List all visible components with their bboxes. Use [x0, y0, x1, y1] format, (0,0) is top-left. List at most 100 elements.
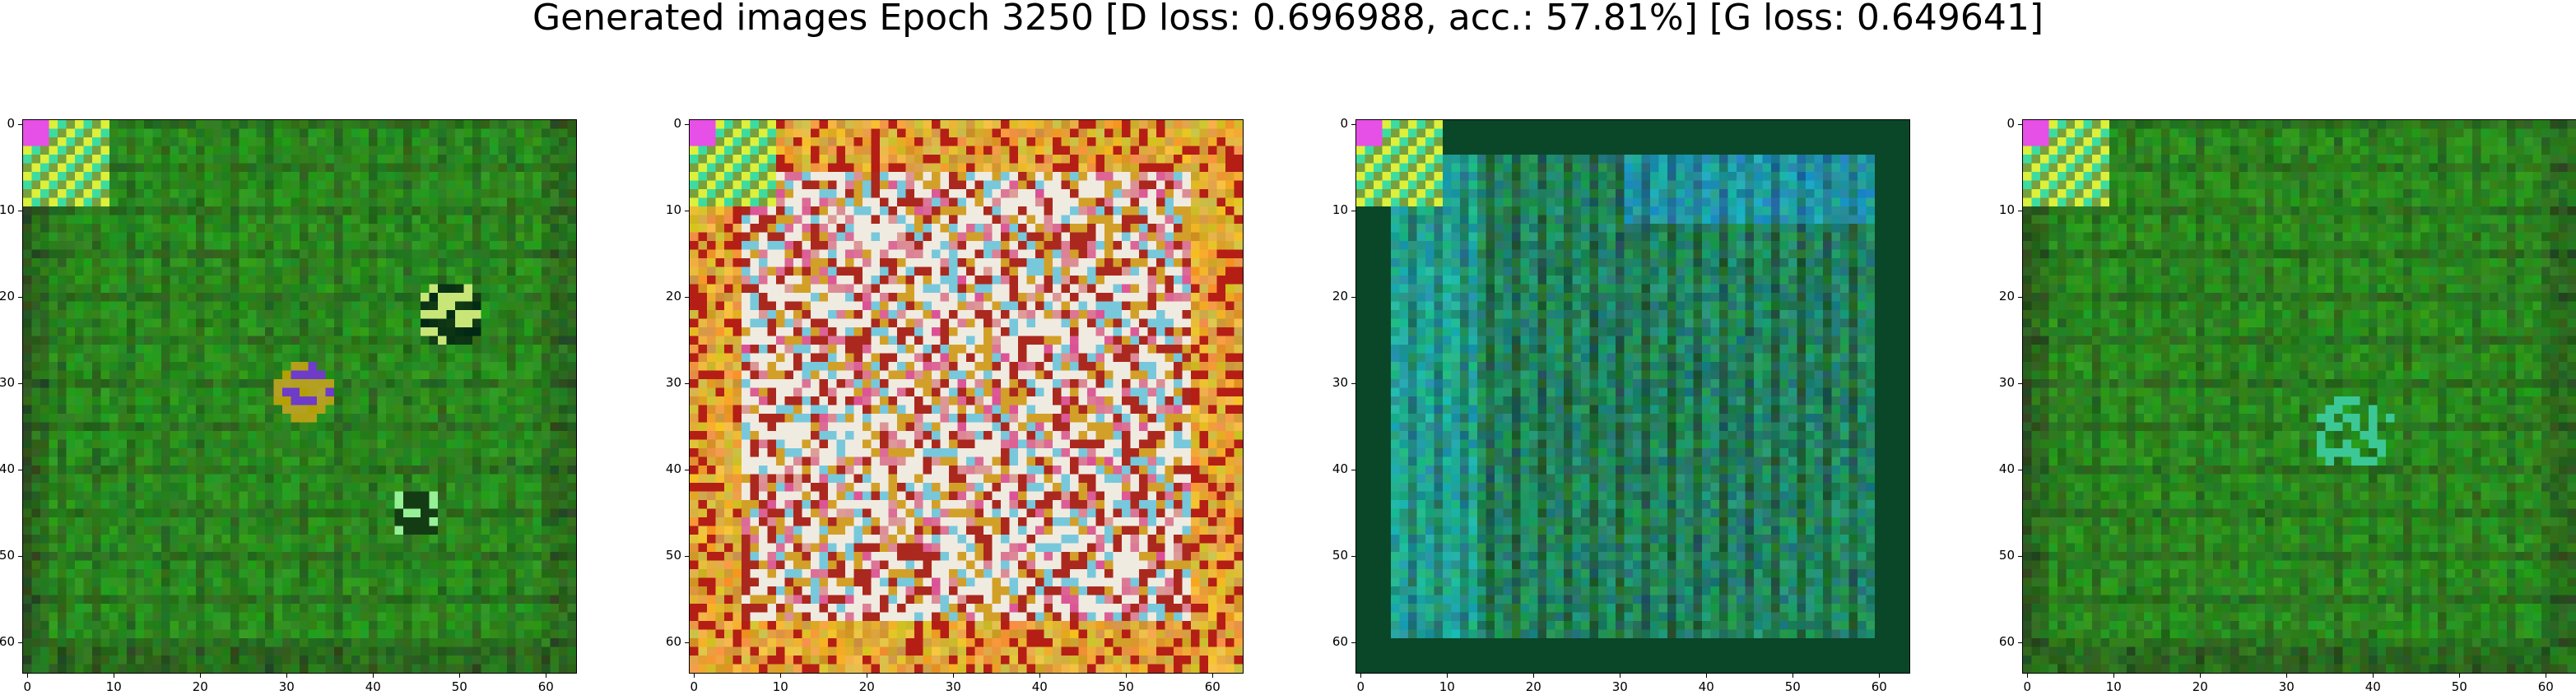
y-tick-label: 60: [665, 634, 681, 650]
y-tick-label: 20: [665, 289, 681, 304]
x-tick-label: 50: [1784, 679, 1801, 694]
y-tick-mark: [685, 555, 690, 557]
x-tick-mark: [286, 673, 287, 678]
x-tick-mark: [1878, 673, 1880, 678]
y-tick-label: 30: [0, 375, 15, 391]
x-tick-label: 10: [2105, 679, 2122, 694]
generated-image-pixels: [23, 120, 576, 673]
x-tick-label: 0: [23, 679, 32, 694]
x-tick-mark: [1125, 673, 1127, 678]
y-tick-label: 20: [1998, 289, 2015, 304]
x-tick-mark: [2113, 673, 2114, 678]
x-tick-label: 10: [105, 679, 122, 694]
x-tick-mark: [779, 673, 781, 678]
y-tick-label: 0: [673, 116, 681, 132]
y-tick-mark: [1351, 123, 1356, 125]
y-tick-mark: [2018, 296, 2023, 298]
x-tick-label: 30: [1611, 679, 1628, 694]
x-tick-label: 40: [365, 679, 381, 694]
x-tick-mark: [1211, 673, 1213, 678]
x-tick-mark: [1360, 673, 1361, 678]
y-tick-mark: [2018, 123, 2023, 125]
y-tick-mark: [18, 382, 23, 384]
x-tick-label: 40: [1031, 679, 1048, 694]
y-tick-label: 30: [1332, 375, 1348, 391]
y-tick-mark: [18, 642, 23, 643]
y-tick-mark: [18, 555, 23, 557]
x-tick-label: 20: [2192, 679, 2208, 694]
y-tick-label: 10: [1332, 202, 1348, 218]
y-tick-label: 30: [1998, 375, 2015, 391]
x-tick-label: 0: [690, 679, 699, 694]
x-tick-label: 20: [1525, 679, 1541, 694]
generated-image: [22, 119, 577, 674]
x-tick-mark: [2026, 673, 2028, 678]
x-tick-label: 60: [537, 679, 554, 694]
y-tick-label: 0: [1340, 116, 1348, 132]
x-tick-label: 0: [1356, 679, 1365, 694]
x-tick-mark: [199, 673, 201, 678]
y-tick-label: 10: [1998, 202, 2015, 218]
x-tick-label: 40: [1698, 679, 1714, 694]
x-tick-label: 30: [2278, 679, 2295, 694]
y-tick-label: 20: [0, 289, 15, 304]
x-tick-mark: [26, 673, 28, 678]
x-tick-mark: [2458, 673, 2460, 678]
y-tick-mark: [18, 123, 23, 125]
y-tick-mark: [1351, 382, 1356, 384]
y-tick-mark: [18, 296, 23, 298]
y-tick-mark: [685, 382, 690, 384]
y-tick-label: 0: [7, 116, 15, 132]
y-tick-mark: [685, 123, 690, 125]
x-tick-mark: [458, 673, 460, 678]
y-tick-label: 20: [1332, 289, 1348, 304]
x-tick-mark: [2199, 673, 2201, 678]
y-tick-label: 60: [1998, 634, 2015, 650]
figure-title: Generated images Epoch 3250 [D loss: 0.6…: [532, 0, 2044, 39]
y-tick-label: 0: [2006, 116, 2015, 132]
x-tick-label: 50: [2451, 679, 2467, 694]
y-tick-label: 50: [1998, 548, 2015, 563]
generated-image-pixels: [1356, 120, 1909, 673]
x-tick-label: 50: [1118, 679, 1134, 694]
y-tick-label: 40: [665, 461, 681, 477]
y-tick-label: 50: [1332, 548, 1348, 563]
generated-image-pixels: [2023, 120, 2576, 673]
x-tick-label: 10: [772, 679, 788, 694]
y-tick-label: 60: [0, 634, 15, 650]
x-tick-label: 0: [2023, 679, 2032, 694]
y-tick-label: 40: [1998, 461, 2015, 477]
x-tick-mark: [2285, 673, 2287, 678]
y-tick-mark: [2018, 642, 2023, 643]
generated-image: [1355, 119, 1910, 674]
x-tick-mark: [952, 673, 954, 678]
x-tick-mark: [693, 673, 695, 678]
y-tick-mark: [1351, 555, 1356, 557]
x-tick-label: 40: [2364, 679, 2381, 694]
y-tick-label: 50: [0, 548, 15, 563]
x-tick-mark: [1705, 673, 1707, 678]
x-tick-label: 30: [945, 679, 961, 694]
x-tick-mark: [372, 673, 374, 678]
x-tick-mark: [2372, 673, 2374, 678]
x-tick-label: 50: [451, 679, 467, 694]
x-tick-label: 60: [1204, 679, 1221, 694]
x-tick-label: 60: [1871, 679, 1887, 694]
y-tick-mark: [2018, 555, 2023, 557]
y-tick-mark: [685, 296, 690, 298]
generated-image-pixels: [690, 120, 1243, 673]
x-tick-label: 60: [2537, 679, 2554, 694]
y-tick-label: 50: [665, 548, 681, 563]
x-tick-label: 20: [858, 679, 875, 694]
x-tick-mark: [1446, 673, 1448, 678]
y-tick-label: 60: [1332, 634, 1348, 650]
y-tick-label: 40: [0, 461, 15, 477]
generated-image: [2022, 119, 2576, 674]
y-tick-mark: [1351, 642, 1356, 643]
x-tick-mark: [1532, 673, 1534, 678]
y-tick-label: 10: [665, 202, 681, 218]
x-tick-label: 20: [192, 679, 208, 694]
y-tick-mark: [1351, 296, 1356, 298]
x-tick-mark: [1039, 673, 1040, 678]
y-tick-mark: [2018, 382, 2023, 384]
